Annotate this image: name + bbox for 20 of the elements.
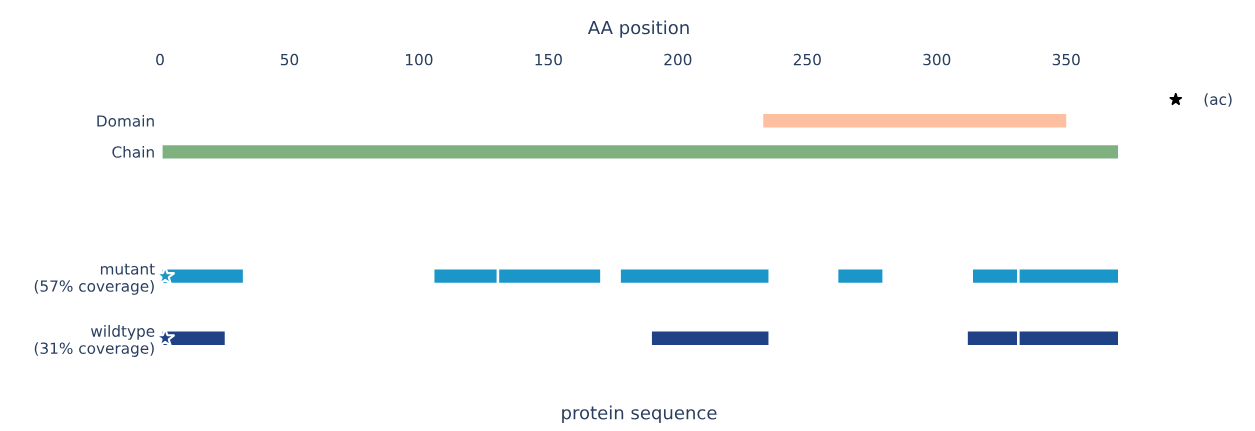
x-axis-title: AA position	[587, 20, 689, 38]
x-tick-label: 100	[406, 53, 433, 66]
x-tick-label: 0	[156, 53, 164, 66]
bar	[838, 269, 883, 283]
text: (ac)	[1204, 93, 1232, 107]
x-tick-label: 150	[535, 53, 562, 66]
x-tick-label: 350	[1052, 53, 1080, 66]
y-tick-label: mutant (57% coverage)	[34, 263, 155, 295]
bar	[763, 114, 1067, 128]
y-tick-label: Chain	[112, 146, 154, 158]
x-tick-label: 200	[664, 53, 692, 66]
bar	[1019, 269, 1118, 283]
text: protein sequence	[562, 405, 717, 423]
bar	[973, 269, 1018, 283]
x-tick-label: 50	[280, 53, 299, 66]
y-tick-label: wildtype (31% coverage)	[34, 325, 155, 357]
bar	[162, 145, 1118, 159]
x-tick-label: 250	[793, 53, 821, 66]
x-tick-label: 300	[923, 53, 951, 66]
y-tick-label: Domain	[97, 114, 154, 127]
